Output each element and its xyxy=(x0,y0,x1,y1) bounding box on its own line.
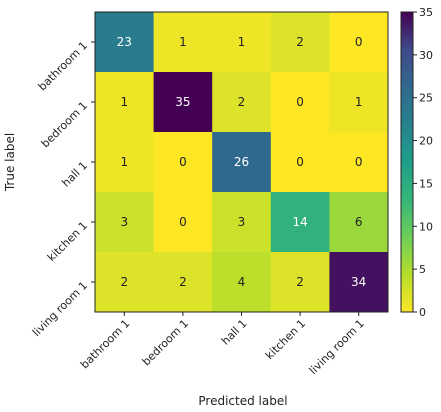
y-tick-label: hall 1 xyxy=(59,159,90,190)
cell-value-label: 4 xyxy=(238,275,246,289)
colorbar-tick-label: 30 xyxy=(419,49,433,62)
colorbar-tick-label: 25 xyxy=(419,92,433,105)
heatmap-cell xyxy=(95,192,155,253)
cell-value-label: 2 xyxy=(238,95,246,109)
cell-value-label: 23 xyxy=(117,35,132,49)
cell-value-label: 35 xyxy=(175,95,190,109)
heatmap-cell xyxy=(270,72,330,133)
colorbar: 0 5 10 15 20 25 30 35 xyxy=(400,6,433,319)
cell-value-label: 1 xyxy=(120,155,128,169)
y-axis-ticks: bathroom 1 bedroom 1 hall 1 kitchen 1 living… xyxy=(30,39,95,339)
cell-value-label: 14 xyxy=(292,215,307,229)
heatmap-cell xyxy=(212,12,272,73)
x-tick-label: hall 1 xyxy=(219,317,250,348)
heatmap-cell xyxy=(329,252,389,313)
heatmap-cell xyxy=(153,132,213,193)
cell-value-label: 2 xyxy=(120,275,128,289)
heatmap-cell xyxy=(329,72,389,133)
cell-value-label: 1 xyxy=(179,35,187,49)
heatmap-cell xyxy=(95,12,155,73)
x-axis-ticks: bathroom 1 bedroom 1 hall 1 kitchen 1living… xyxy=(78,312,367,377)
cell-value-label: 1 xyxy=(238,35,246,49)
colorbar-gradient xyxy=(400,11,414,313)
heatmap-cell xyxy=(212,72,272,133)
y-tick-label: kitchen 1 xyxy=(45,219,90,264)
cell-value-label: 34 xyxy=(351,275,366,289)
x-axis-label: Predicted label xyxy=(198,394,287,408)
colorbar-tick-label: 0 xyxy=(419,306,426,319)
heatmap-cell xyxy=(270,252,330,313)
cell-value-label: 1 xyxy=(355,95,363,109)
heatmap-cell xyxy=(153,192,213,253)
heatmap-cell xyxy=(212,192,272,253)
colorbar-tick-label: 20 xyxy=(419,135,433,148)
y-axis-label: True label xyxy=(3,133,17,192)
colorbar-tick-label: 15 xyxy=(419,177,433,190)
cell-value-label: 0 xyxy=(179,215,187,229)
heatmap-cell xyxy=(95,72,155,133)
cell-value-label: 3 xyxy=(238,215,246,229)
colorbar-tick-label: 10 xyxy=(419,220,433,233)
cell-value-label: 2 xyxy=(296,275,304,289)
heatmap-cell xyxy=(270,12,330,73)
cell-value-label: 1 xyxy=(120,95,128,109)
heatmap-cell xyxy=(95,252,155,313)
cell-value-label: 0 xyxy=(355,35,363,49)
heatmap-cell xyxy=(270,132,330,193)
y-tick-label: bedroom 1 xyxy=(39,99,90,150)
cell-value-label: 0 xyxy=(296,95,304,109)
colorbar-tick-label: 35 xyxy=(419,6,433,19)
heatmap-cell xyxy=(153,252,213,313)
cell-value-label: 2 xyxy=(296,35,304,49)
heatmap-cell xyxy=(153,12,213,73)
cell-value-label: 2 xyxy=(179,275,187,289)
heatmap-cell xyxy=(329,192,389,253)
heatmap-cell xyxy=(153,72,213,133)
heatmap-cells: 23 1 1 2 0 1 35 2 0 1 1 0 26 0 0 3 0 3 14 6 2 2 4 2 34 xyxy=(94,11,389,313)
cell-value-label: 0 xyxy=(296,155,304,169)
heatmap-cell xyxy=(212,252,272,313)
heatmap-cell xyxy=(329,12,389,73)
heatmap-cell xyxy=(329,132,389,193)
cell-value-label: 3 xyxy=(120,215,128,229)
heatmap-cell xyxy=(212,132,272,193)
cell-value-label: 6 xyxy=(355,215,363,229)
x-tick-label: living room 1 xyxy=(307,317,367,377)
colorbar-tick-label: 5 xyxy=(419,263,426,276)
cell-value-label: 0 xyxy=(179,155,187,169)
y-tick-label: living room 1 xyxy=(30,279,90,339)
x-tick-label: bedroom 1 xyxy=(140,317,191,368)
x-tick-label: kitchen 1 xyxy=(263,317,308,362)
cell-value-label: 26 xyxy=(234,155,249,169)
y-tick-label: bathroom 1 xyxy=(36,39,90,93)
heatmap-cell xyxy=(95,132,155,193)
heatmap-cell xyxy=(270,192,330,253)
x-tick-label: bathroom 1 xyxy=(78,317,132,371)
cell-value-label: 0 xyxy=(355,155,363,169)
